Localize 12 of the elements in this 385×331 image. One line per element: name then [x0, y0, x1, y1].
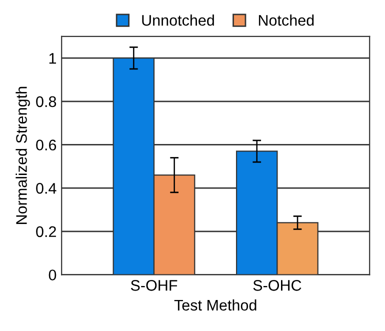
x-axis-title: Test Method	[174, 299, 256, 311]
y-tick-label: 0	[48, 270, 56, 280]
x-tick-label: S-OHF	[130, 280, 178, 291]
y-tick-label: 0.4	[36, 182, 56, 194]
y-axis-title: Normalized Strength	[16, 86, 30, 224]
y-tick-label: 0.8	[36, 96, 56, 108]
y-tick-label: 1	[49, 53, 56, 64]
x-tick-label: S-OHC	[253, 280, 302, 291]
legend-label: Notched	[258, 14, 314, 26]
y-tick-label: 0.6	[36, 140, 56, 150]
legend-label: Unnotched	[142, 14, 214, 26]
y-tick-label: 0.2	[36, 226, 56, 238]
